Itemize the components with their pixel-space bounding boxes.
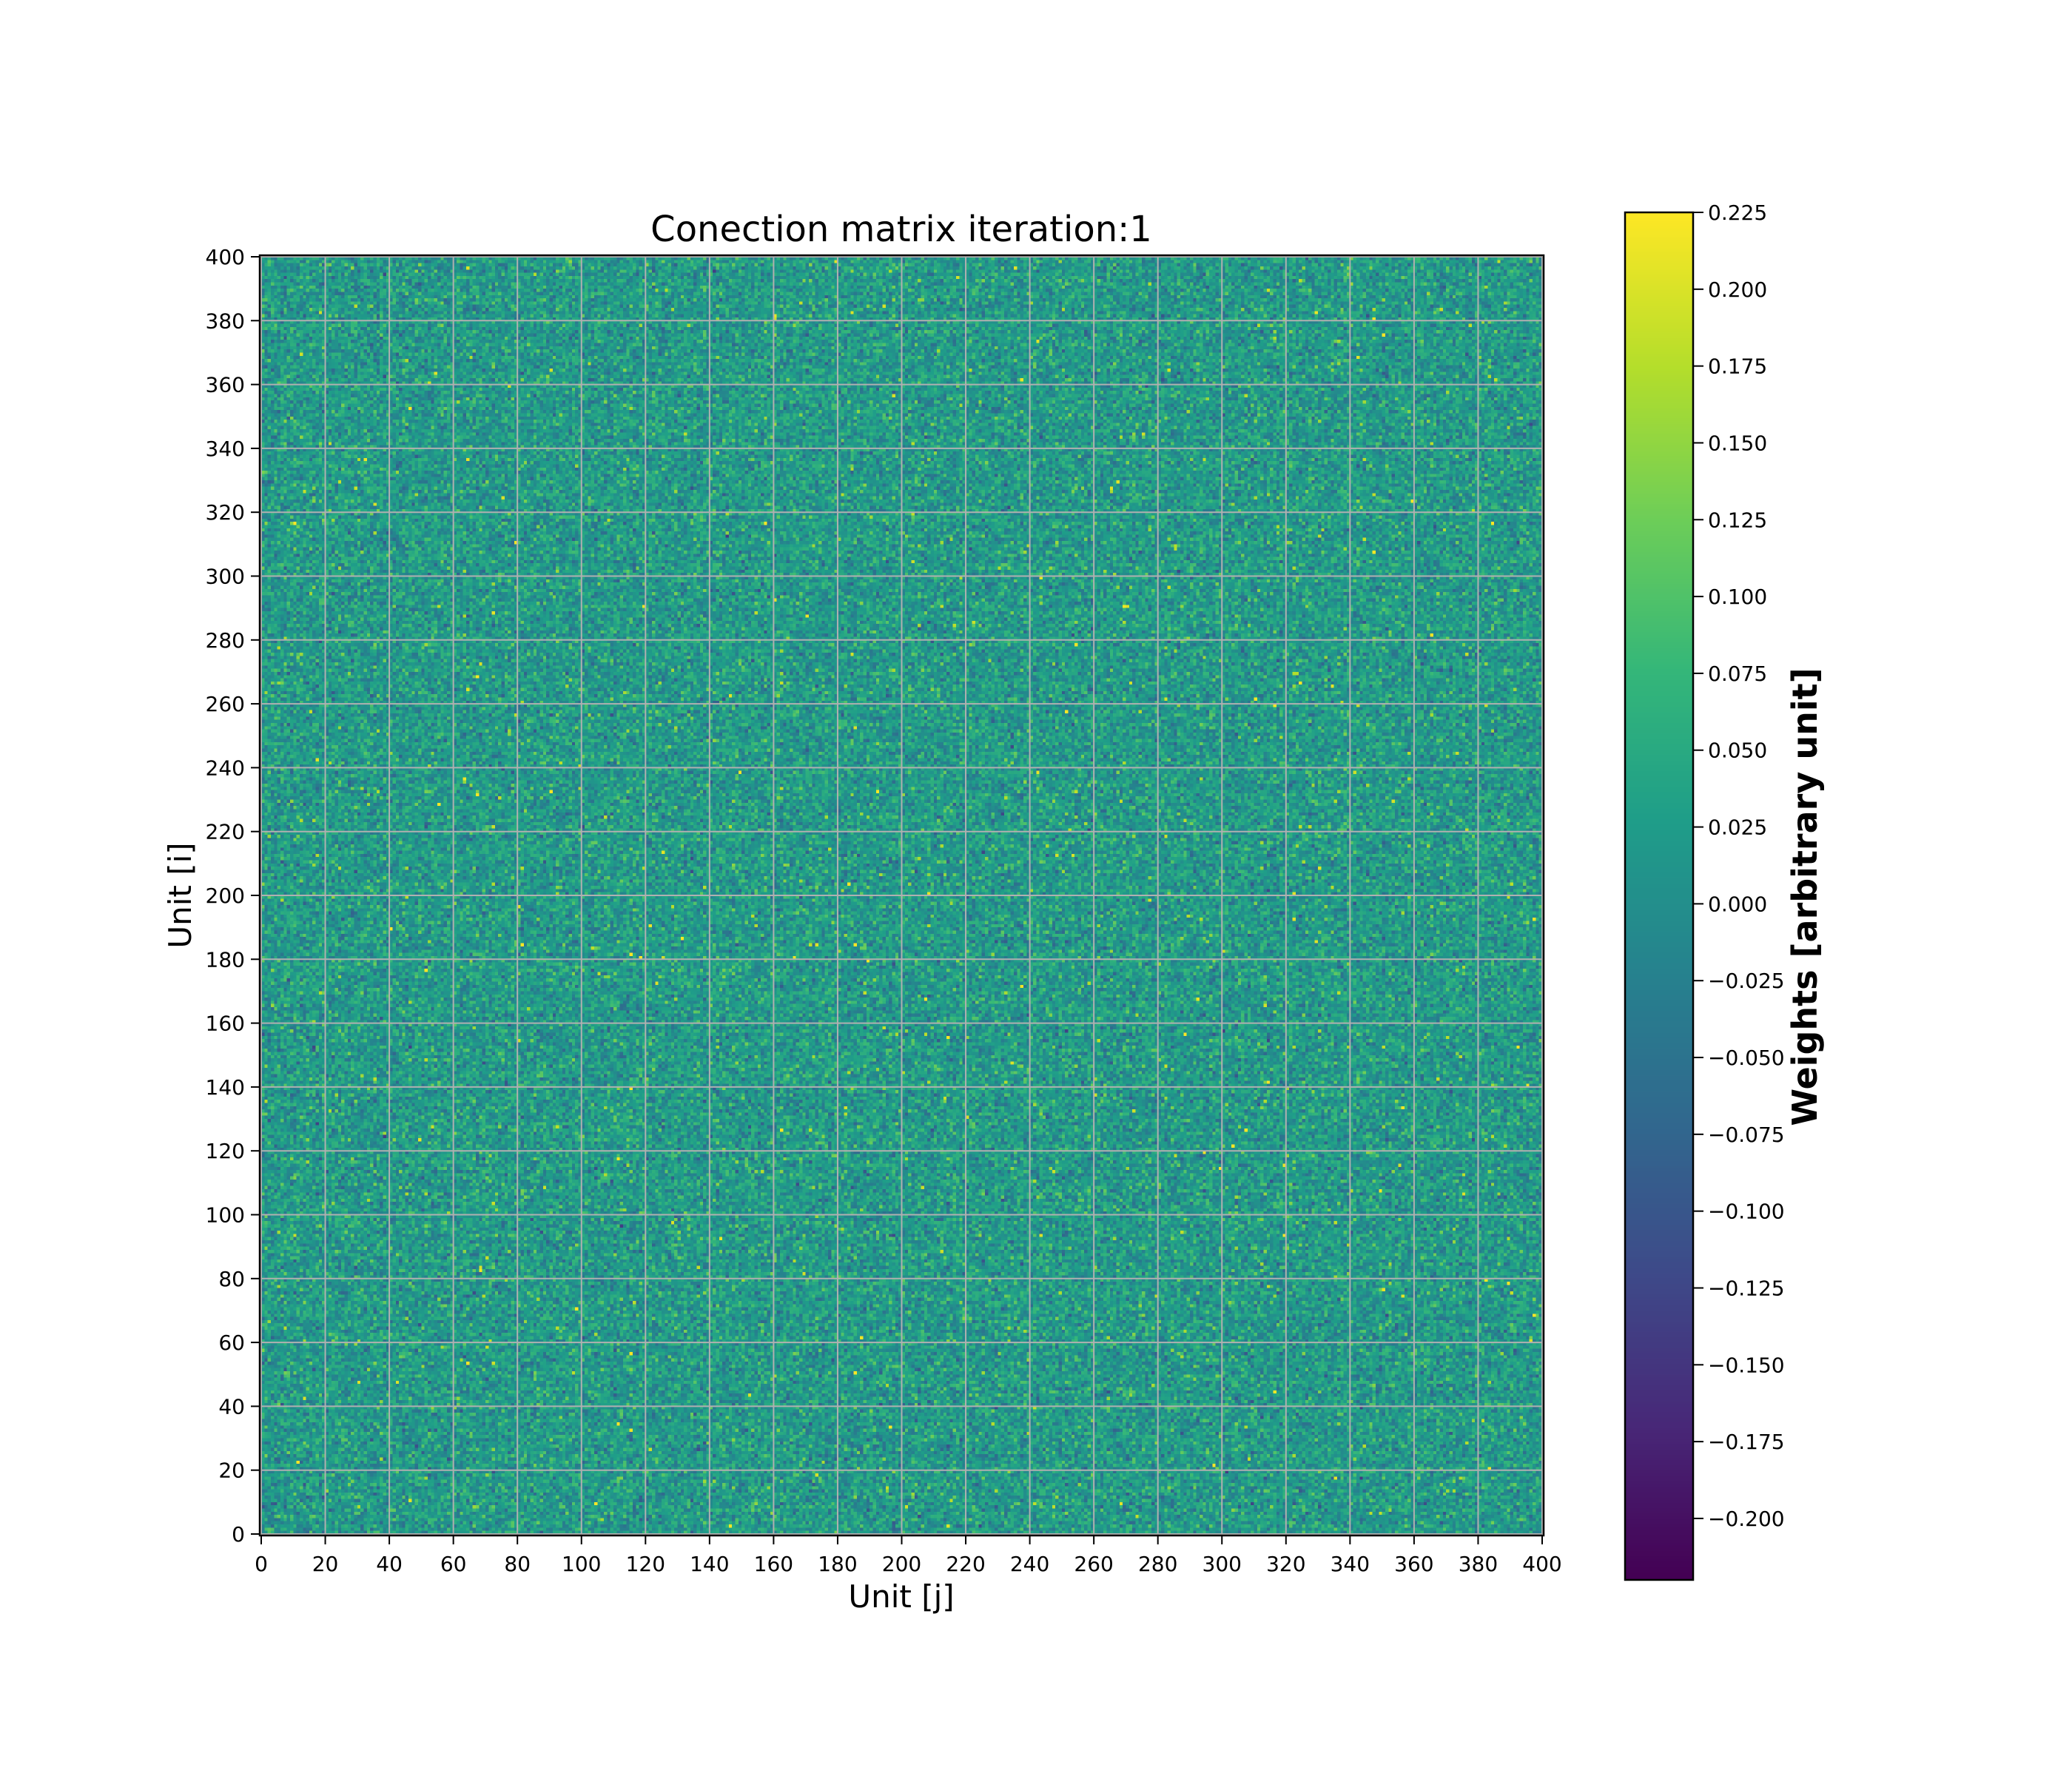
y-tick-label: 260 [206, 692, 245, 716]
colorbar-tick-label: 0.100 [1708, 585, 1767, 609]
x-tick-label: 40 [376, 1552, 403, 1576]
colorbar-tick-label: 0.075 [1708, 662, 1767, 686]
colorbar-tick-label: 0.125 [1708, 508, 1767, 532]
y-tick-label: 20 [218, 1459, 245, 1483]
x-axis: 0 20 40 60 80 100 120 140 160 180 200 220 240 260 280 3… [255, 1536, 1562, 1576]
colorbar-tick-label: −0.100 [1708, 1200, 1785, 1224]
y-tick-label: 360 [206, 373, 245, 397]
colorbar-tick-label: −0.175 [1708, 1430, 1785, 1454]
x-tick-label: 60 [440, 1552, 467, 1576]
x-tick-label: 180 [818, 1552, 857, 1576]
colorbar-tick-label: 0.175 [1708, 354, 1767, 379]
y-tick-label: 180 [206, 947, 245, 972]
x-tick-label: 80 [504, 1552, 531, 1576]
x-tick-label: 280 [1138, 1552, 1177, 1576]
colorbar-tick-label: 0.225 [1708, 201, 1767, 225]
colorbar-tick-label: −0.075 [1708, 1123, 1785, 1147]
colorbar-tick-label: −0.025 [1708, 969, 1785, 993]
x-tick-label: 240 [1010, 1552, 1049, 1576]
x-tick-label: 260 [1074, 1552, 1113, 1576]
x-tick-label: 160 [754, 1552, 793, 1576]
y-tick-label: 280 [206, 628, 245, 653]
x-tick-label: 400 [1522, 1552, 1561, 1576]
x-tick-label: 20 [312, 1552, 339, 1576]
x-tick-label: 0 [255, 1552, 268, 1576]
y-tick-label: 60 [218, 1331, 245, 1355]
grid-lines [260, 256, 1543, 1535]
colorbar-tick-label: 0.200 [1708, 278, 1767, 302]
colorbar-tick-label: −0.200 [1708, 1507, 1785, 1531]
y-tick-label: 220 [206, 820, 245, 844]
y-tick-label: 160 [206, 1012, 245, 1036]
x-tick-label: 360 [1394, 1552, 1433, 1576]
y-axis: 0 20 40 60 80 100 120 140 160 180 200 220 240 260 280 3… [206, 245, 260, 1547]
y-tick-label: 0 [232, 1522, 245, 1547]
x-axis-label: Unit [j] [848, 1578, 954, 1615]
colorbar-gradient [1625, 212, 1693, 1580]
colorbar-tick-label: 0.150 [1708, 431, 1767, 455]
x-tick-label: 300 [1202, 1552, 1242, 1576]
colorbar-tick-label: 0.000 [1708, 892, 1767, 916]
y-tick-label: 340 [206, 437, 245, 461]
colorbar-tick-label: −0.125 [1708, 1276, 1785, 1300]
y-tick-label: 380 [206, 309, 245, 333]
x-tick-label: 340 [1331, 1552, 1370, 1576]
colorbar-tick-label: −0.150 [1708, 1353, 1785, 1377]
y-tick-label: 120 [206, 1139, 245, 1163]
x-tick-label: 380 [1459, 1552, 1498, 1576]
x-tick-label: 220 [946, 1552, 985, 1576]
y-tick-label: 80 [218, 1267, 245, 1291]
x-tick-label: 100 [562, 1552, 601, 1576]
y-tick-label: 320 [206, 500, 245, 525]
y-tick-label: 200 [206, 884, 245, 908]
y-tick-label: 400 [206, 245, 245, 269]
y-tick-label: 40 [218, 1394, 245, 1419]
colorbar-frame [1624, 211, 1695, 1581]
y-tick-label: 100 [206, 1203, 245, 1228]
colorbar-tick-label: −0.050 [1708, 1046, 1785, 1070]
y-tick-label: 300 [206, 565, 245, 589]
x-tick-label: 140 [690, 1552, 729, 1576]
x-tick-label: 320 [1266, 1552, 1305, 1576]
x-tick-label: 200 [882, 1552, 921, 1576]
colorbar-tick-label: 0.050 [1708, 739, 1767, 763]
colorbar-tick-label: 0.025 [1708, 815, 1767, 840]
y-tick-label: 240 [206, 756, 245, 780]
x-tick-label: 120 [626, 1552, 665, 1576]
colorbar-label: Weights [arbitrary unit] [1785, 667, 1825, 1126]
y-axis-label: Unit [i] [162, 842, 198, 948]
y-tick-label: 140 [206, 1075, 245, 1100]
colorbar-axis: 0.225 0.200 0.175 0.150 0.125 0.100 0.075 0.050… [1693, 201, 1785, 1531]
chart-title: Conection matrix iteration:1 [650, 209, 1152, 250]
